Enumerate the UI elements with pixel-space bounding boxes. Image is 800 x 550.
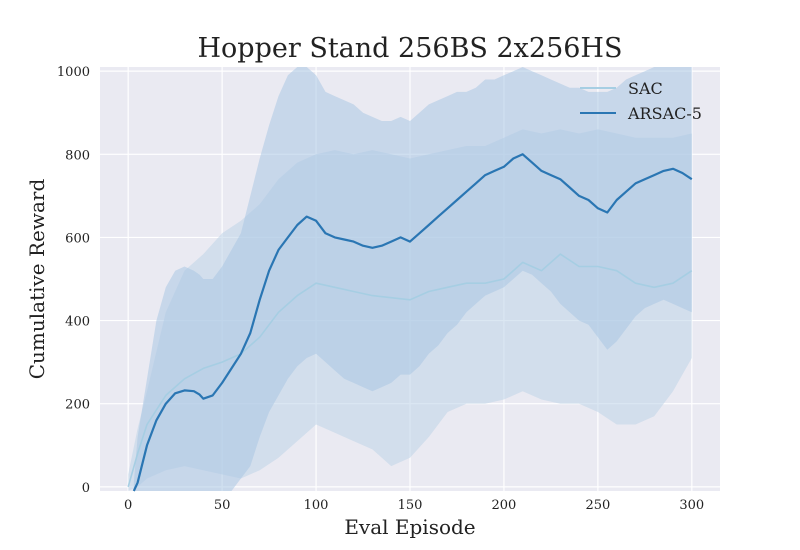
x-tick-label: 300 — [679, 498, 704, 513]
y-tick-label: 400 — [65, 315, 90, 330]
y-tick-label: 600 — [65, 231, 90, 246]
legend-label-arsac-5: ARSAC-5 — [627, 104, 702, 123]
line-arsac-5 — [132, 153, 693, 492]
y-tick-label: 0 — [82, 481, 90, 496]
tick-layer: 0 50 100 150 200 250 300 0 200 400 600 800 1000 — [57, 65, 704, 513]
x-tick-label: 200 — [492, 498, 517, 513]
y-axis-label: Cumulative Reward — [25, 179, 49, 380]
x-tick-label: 250 — [585, 498, 610, 513]
x-tick-label: 150 — [398, 498, 423, 513]
y-tick-label: 200 — [65, 398, 90, 413]
x-axis-label: Eval Episode — [344, 515, 475, 539]
x-tick-label: 0 — [124, 498, 132, 513]
band-layer — [128, 67, 692, 491]
line-sac — [127, 253, 693, 488]
line-layer — [127, 153, 693, 492]
chart-title: Hopper Stand 256BS 2x256HS — [198, 33, 623, 64]
y-tick-label: 1000 — [57, 65, 90, 80]
y-tick-label: 800 — [65, 148, 90, 163]
band-arsac-5 — [133, 67, 692, 491]
x-tick-label: 100 — [304, 498, 329, 513]
x-tick-label: 50 — [214, 498, 231, 513]
legend-label-sac: SAC — [628, 79, 663, 98]
legend: SAC ARSAC-5 — [580, 79, 702, 123]
